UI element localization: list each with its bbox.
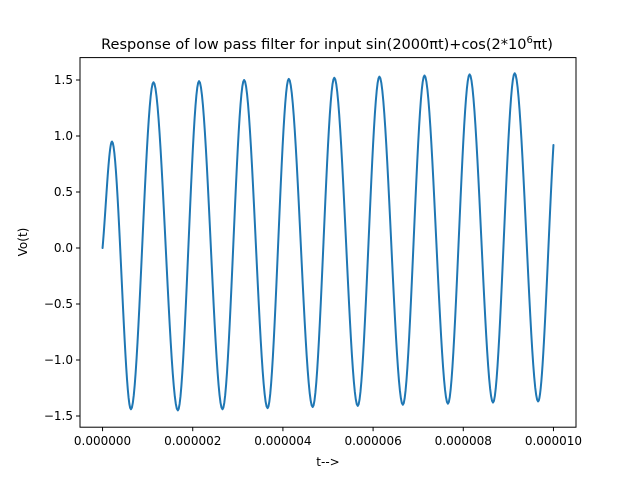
- y-tick-label: 1.0: [54, 129, 73, 143]
- y-tick-label: 0.5: [54, 185, 73, 199]
- x-tick-label: 0.000004: [254, 434, 311, 448]
- y-axis: −1.5 −1.0 −0.5 0.0 0.5 1.0 1.5: [44, 73, 80, 423]
- x-tick-label: 0.000008: [435, 434, 492, 448]
- y-tick-label: 0.0: [54, 241, 73, 255]
- y-tick-label: 1.5: [54, 73, 73, 87]
- x-axis-label: t-->: [316, 455, 339, 469]
- x-tick-label: 0.000002: [164, 434, 221, 448]
- y-axis-label: Vo(t): [16, 228, 30, 257]
- chart-title-main: Response of low pass filter for input si…: [101, 37, 526, 53]
- plot-area: [101, 72, 555, 412]
- y-tick-label: −1.5: [44, 409, 73, 423]
- series-line: [101, 72, 555, 412]
- y-tick-label: −0.5: [44, 297, 73, 311]
- x-tick-label: 0.000010: [525, 434, 582, 448]
- chart-title-suffix: πt): [533, 37, 553, 53]
- x-tick-label: 0.000006: [344, 434, 401, 448]
- y-tick-label: −1.0: [44, 353, 73, 367]
- x-tick-label: 0.000000: [74, 434, 131, 448]
- x-axis: 0.000000 0.000002 0.000004 0.000006 0.000008…: [74, 427, 582, 448]
- axes-frame: [79, 57, 577, 428]
- chart-title-superscript: 6: [526, 35, 532, 46]
- chart-title: Response of low pass filter for input si…: [101, 35, 553, 53]
